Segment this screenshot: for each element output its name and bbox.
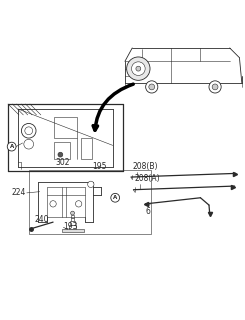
Circle shape (24, 139, 34, 149)
Circle shape (88, 181, 94, 188)
Text: 302: 302 (56, 158, 70, 167)
Bar (69, 225, 76, 229)
Circle shape (50, 201, 56, 207)
Text: A: A (113, 195, 117, 200)
Circle shape (7, 142, 16, 151)
Text: 208(A): 208(A) (135, 174, 160, 183)
Text: 195: 195 (92, 162, 107, 171)
Bar (81, 138, 92, 159)
Circle shape (71, 211, 74, 215)
Circle shape (146, 81, 158, 93)
Text: 224: 224 (12, 188, 26, 197)
Circle shape (149, 84, 155, 90)
Text: 6: 6 (146, 207, 150, 216)
Bar (71, 215, 74, 218)
Circle shape (132, 62, 145, 76)
Circle shape (75, 201, 82, 207)
Circle shape (212, 84, 218, 90)
Circle shape (25, 127, 33, 135)
Bar (54, 142, 70, 159)
Bar (29, 170, 150, 234)
Circle shape (127, 57, 150, 80)
Bar (54, 117, 77, 138)
Text: 240: 240 (35, 215, 49, 224)
Circle shape (111, 193, 120, 202)
Text: 193: 193 (63, 222, 77, 231)
Text: A: A (10, 144, 14, 149)
Text: 208(B): 208(B) (132, 162, 158, 171)
Circle shape (209, 81, 221, 93)
Bar (71, 218, 74, 221)
Circle shape (136, 66, 141, 71)
Bar (61, 229, 84, 232)
Circle shape (21, 124, 36, 138)
Circle shape (58, 152, 63, 157)
Bar (70, 221, 75, 225)
